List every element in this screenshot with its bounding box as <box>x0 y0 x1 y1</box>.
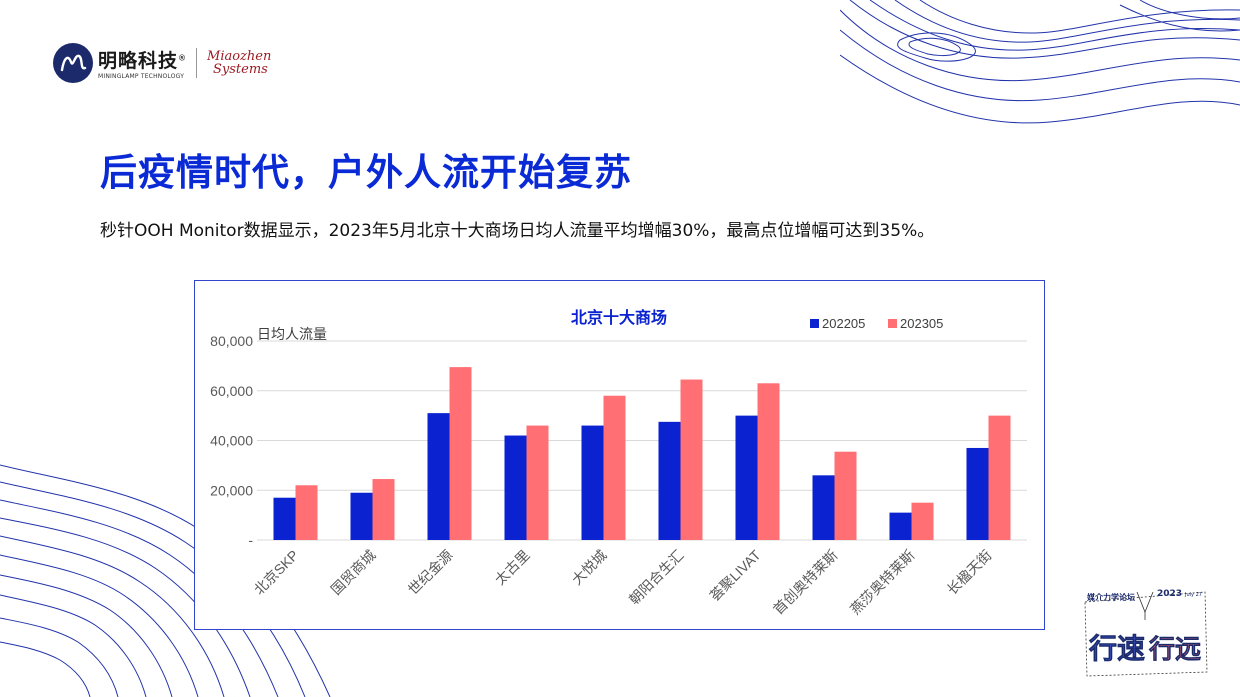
contour-decoration-top <box>840 0 1240 124</box>
bar-202205 <box>658 421 681 540</box>
logo-mark-icon <box>53 43 93 83</box>
bar-202305 <box>372 479 395 540</box>
logo-text: 明略科技® MININGLAMP TECHNOLOGY <box>98 46 186 80</box>
logo-reg: ® <box>178 53 187 63</box>
bar-202205 <box>581 425 604 540</box>
bar-202305 <box>295 485 318 540</box>
bar-202305 <box>757 383 780 540</box>
chart-frame: - 20,000 40,000 60,000 80,000 日均人流量 北京十大商场 2022… <box>194 280 1045 630</box>
badge-word1: 行速 <box>1088 632 1145 665</box>
partner-line2: Systems <box>213 62 268 77</box>
legend-swatch <box>888 319 897 328</box>
y-tick-label: - <box>248 532 253 548</box>
x-tick-label: 世纪金源 <box>405 547 456 598</box>
bar-202205 <box>273 497 296 540</box>
bar-202205 <box>812 475 835 540</box>
x-tick-label: 朝阳合生汇 <box>626 547 687 608</box>
legend-swatch <box>810 319 819 328</box>
badge-date: July 27 <box>1184 592 1202 598</box>
y-tick-label: 40,000 <box>210 433 253 449</box>
x-tick-label: 荟聚LIVAT <box>706 546 763 603</box>
bar-202205 <box>427 413 450 540</box>
contour-decoration-bottom <box>0 464 331 697</box>
x-tick-label: 燕莎奥特莱斯 <box>847 547 918 618</box>
y-tick-label: 60,000 <box>210 383 253 399</box>
x-tick-label: 北京SKP <box>251 547 302 598</box>
page-subtitle: 秒针OOH Monitor数据显示，2023年5月北京十大商场日均人流量平均增幅… <box>100 221 935 241</box>
logo-en: MININGLAMP TECHNOLOGY <box>98 73 185 80</box>
bar-202205 <box>889 512 912 540</box>
y-axis-label: 日均人流量 <box>257 326 327 342</box>
x-tick-label: 大悦城 <box>569 547 610 588</box>
logo-separator <box>196 48 198 78</box>
y-tick-label: 80,000 <box>210 333 253 349</box>
event-badge: 媒介力学论坛 2023 July 27 行速 行远 <box>1084 589 1208 677</box>
bar-chart: - 20,000 40,000 60,000 80,000 日均人流量 北京十大商场 2022… <box>210 308 1027 618</box>
brand-logo: 明略科技® MININGLAMP TECHNOLOGY Miaozhen Sys… <box>52 42 271 84</box>
chart-title: 北京十大商场 <box>571 308 667 327</box>
bar-202305 <box>988 415 1011 540</box>
bar-202305 <box>911 502 934 540</box>
logo-cn: 明略科技 <box>98 50 179 72</box>
x-tick-label: 长楹天街 <box>944 547 995 598</box>
bar-202205 <box>735 415 758 540</box>
partner-logo: Miaozhen Systems <box>207 50 271 76</box>
page-title: 后疫情时代，户外人流开始复苏 <box>100 151 632 194</box>
legend-label: 202205 <box>822 316 865 331</box>
x-tick-label: 国贸商城 <box>328 547 379 598</box>
x-tick-label: 首创奥特莱斯 <box>770 547 841 618</box>
badge-top-text: 媒介力学论坛 <box>1086 592 1135 602</box>
bar-202305 <box>603 395 626 540</box>
badge-year: 2023 <box>1157 589 1182 599</box>
partner-line1: Miaozhen <box>207 49 272 64</box>
bar-202305 <box>526 425 549 540</box>
bar-202305 <box>449 367 472 540</box>
legend-label: 202305 <box>900 316 943 331</box>
y-tick-label: 20,000 <box>210 482 253 498</box>
bar-202205 <box>504 435 527 540</box>
bar-202205 <box>350 492 373 540</box>
bar-202205 <box>966 447 989 540</box>
x-tick-label: 太古里 <box>492 547 533 588</box>
bar-202305 <box>834 451 857 540</box>
badge-word2: 行远 <box>1148 634 1201 665</box>
bar-202305 <box>680 379 703 540</box>
